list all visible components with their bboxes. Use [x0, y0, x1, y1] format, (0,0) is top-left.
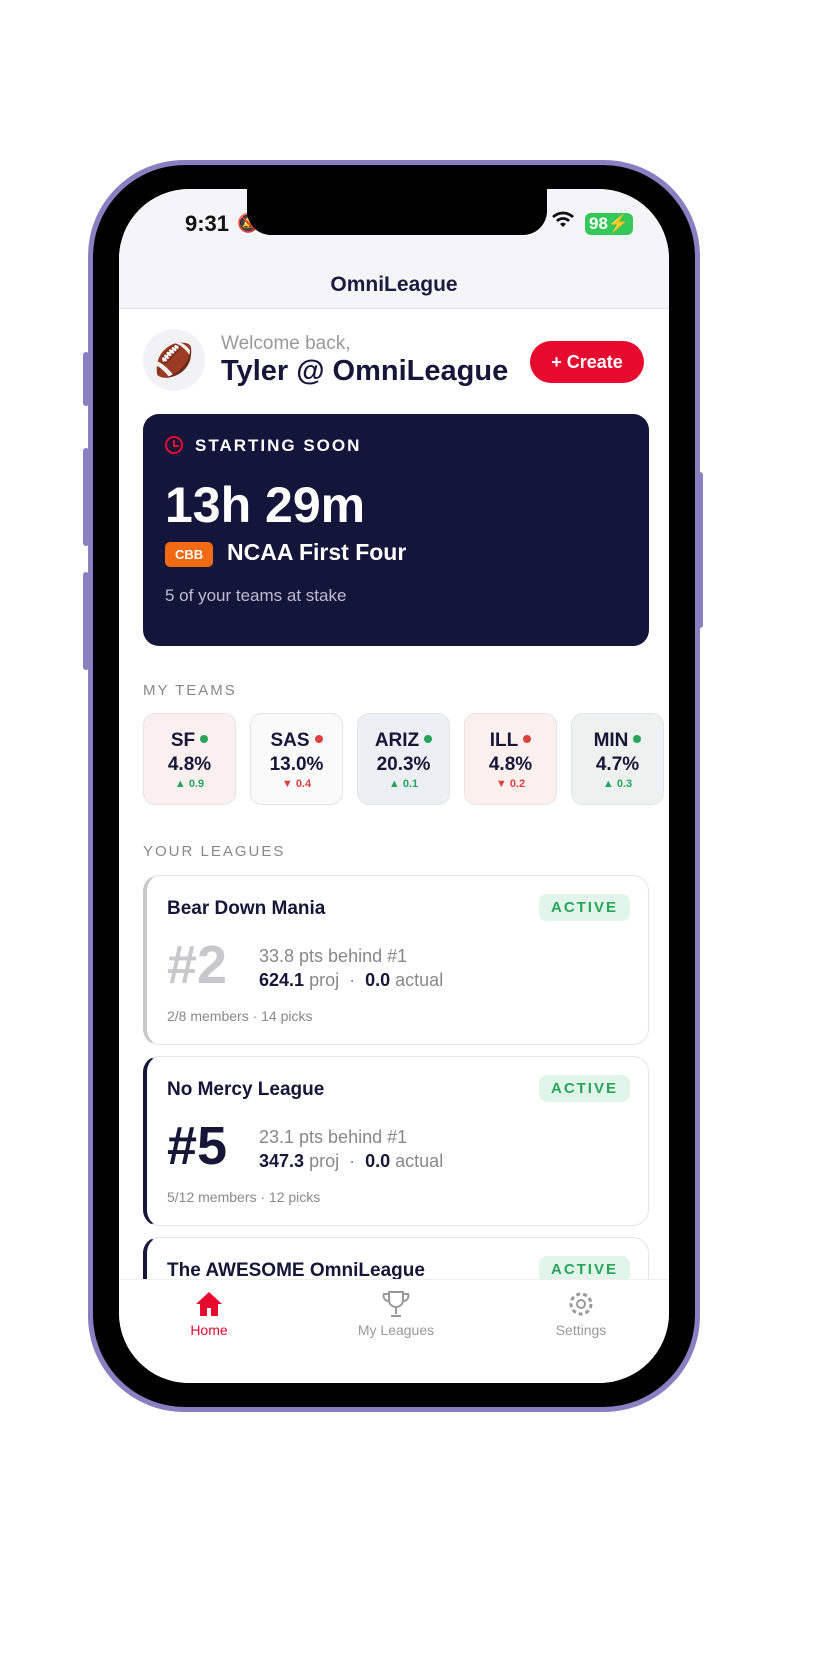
- wifi-icon: [551, 211, 575, 235]
- stake-text: 5 of your teams at stake: [165, 586, 347, 605]
- mute-switch: [83, 352, 89, 406]
- your-leagues-heading: YOUR LEAGUES: [143, 843, 286, 860]
- separator: ·: [349, 970, 356, 990]
- points-behind: 23.1 pts behind #1: [259, 1127, 408, 1147]
- status-badge: ACTIVE: [538, 1256, 630, 1283]
- team-abbr: SF: [144, 730, 235, 752]
- avatar[interactable]: 🏈: [143, 329, 205, 391]
- league-name: Bear Down Mania: [167, 898, 326, 919]
- actual-label: actual: [395, 1151, 444, 1171]
- team-pct: 4.8%: [167, 754, 212, 775]
- team-change: ▲ 0.3: [602, 778, 633, 790]
- team-pct: 4.8%: [488, 754, 533, 775]
- team-change: ▲ 0.9: [174, 778, 205, 790]
- points-behind: 33.8 pts behind #1: [259, 946, 408, 966]
- team-pct: 13.0%: [269, 754, 324, 775]
- proj-value: 347.3: [259, 1151, 305, 1171]
- countdown: 13h 29m: [165, 477, 366, 533]
- status-bar: 9:31 🔕 98⚡ OmniLeague: [119, 189, 669, 309]
- team-abbr-text: MIN: [593, 730, 629, 751]
- team-card[interactable]: SAS 13.0% ▼ 0.4: [250, 713, 343, 805]
- status-badge: ACTIVE: [538, 894, 630, 921]
- actual-value: 0.0: [365, 1151, 391, 1171]
- tab-home[interactable]: Home: [149, 1290, 269, 1338]
- status-time: 9:31: [185, 211, 230, 236]
- team-change: ▼ 0.2: [495, 778, 526, 790]
- welcome-text: Welcome back,: [221, 333, 351, 354]
- team-card[interactable]: ARIZ 20.3% ▲ 0.1: [357, 713, 450, 805]
- trend-dot: [200, 735, 209, 743]
- notch: [247, 189, 547, 235]
- app-title: OmniLeague: [330, 273, 458, 296]
- team-abbr: ILL: [465, 730, 556, 752]
- league-name: No Mercy League: [167, 1079, 325, 1100]
- tab-bar: Home My Leagues Settings: [119, 1279, 669, 1383]
- proj-value: 624.1: [259, 970, 305, 990]
- team-abbr-text: ARIZ: [374, 730, 420, 751]
- app-screen: 9:31 🔕 98⚡ OmniLeague 🏈 Welcome back, Ty…: [119, 189, 669, 1383]
- actual-label: actual: [395, 970, 444, 990]
- sport-tag: CBB: [165, 542, 214, 567]
- league-points: 624.1 proj · 0.0 actual: [259, 970, 443, 991]
- battery-level: 98: [589, 214, 608, 233]
- team-change: ▼ 0.4: [281, 778, 312, 790]
- league-name: The AWESOME OmniLeague: [167, 1260, 425, 1281]
- separator: ·: [349, 1151, 356, 1171]
- league-card[interactable]: Bear Down Mania ACTIVE #2 33.8 pts behind…: [143, 875, 649, 1045]
- event-name: NCAA First Four: [227, 539, 407, 565]
- username: Tyler @ OmniLeague: [221, 355, 509, 387]
- trend-dot: [633, 735, 642, 743]
- phone-frame: 9:31 🔕 98⚡ OmniLeague 🏈 Welcome back, Ty…: [88, 160, 700, 1412]
- proj-label: proj: [309, 970, 340, 990]
- league-card[interactable]: No Mercy League ACTIVE #5 23.1 pts behind…: [143, 1056, 649, 1226]
- team-abbr: MIN: [572, 730, 663, 752]
- league-members: 2/8 members · 14 picks: [167, 1008, 313, 1024]
- team-abbr: ARIZ: [358, 730, 449, 752]
- team-abbr-text: SF: [170, 730, 196, 751]
- create-button[interactable]: + Create: [530, 341, 644, 383]
- tab-my-leagues[interactable]: My Leagues: [336, 1290, 456, 1338]
- starting-soon-card[interactable]: STARTING SOON 13h 29m CBB NCAA First Fou…: [143, 414, 649, 646]
- team-pct: 4.7%: [595, 754, 640, 775]
- league-members: 5/12 members · 12 picks: [167, 1189, 321, 1205]
- team-card[interactable]: SF 4.8% ▲ 0.9: [143, 713, 236, 805]
- proj-label: proj: [309, 1151, 340, 1171]
- trophy-icon: [382, 1291, 410, 1317]
- tab-label: Home: [190, 1322, 228, 1338]
- trend-dot: [314, 735, 323, 743]
- power-button: [697, 472, 703, 628]
- my-teams-heading: MY TEAMS: [143, 682, 237, 699]
- team-list: SF 4.8% ▲ 0.9 SAS 13.0% ▼ 0.4 ARIZ 20.3%…: [143, 713, 664, 805]
- team-card[interactable]: ILL 4.8% ▼ 0.2: [464, 713, 557, 805]
- battery-indicator: 98⚡: [585, 213, 634, 235]
- team-card[interactable]: MIN 4.7% ▲ 0.3: [571, 713, 664, 805]
- team-abbr: SAS: [251, 730, 342, 752]
- team-abbr-text: SAS: [270, 730, 310, 751]
- team-pct: 20.3%: [376, 754, 431, 775]
- team-change: ▲ 0.1: [388, 778, 419, 790]
- trend-dot: [424, 735, 433, 743]
- team-abbr-text: ILL: [489, 730, 519, 751]
- league-points: 347.3 proj · 0.0 actual: [259, 1151, 443, 1172]
- tab-label: My Leagues: [357, 1322, 435, 1338]
- league-rank: #2: [167, 935, 228, 995]
- volume-up-button: [83, 448, 89, 546]
- tab-settings[interactable]: Settings: [521, 1290, 641, 1338]
- actual-value: 0.0: [365, 970, 391, 990]
- home-icon: [196, 1292, 222, 1316]
- status-badge: ACTIVE: [538, 1075, 630, 1102]
- league-rank: #5: [167, 1116, 228, 1176]
- clock-icon: [165, 436, 183, 454]
- starting-soon-label: STARTING SOON: [195, 436, 362, 455]
- gear-icon: [569, 1292, 593, 1316]
- trend-dot: [523, 735, 532, 743]
- tab-label: Settings: [555, 1322, 607, 1338]
- volume-down-button: [83, 572, 89, 670]
